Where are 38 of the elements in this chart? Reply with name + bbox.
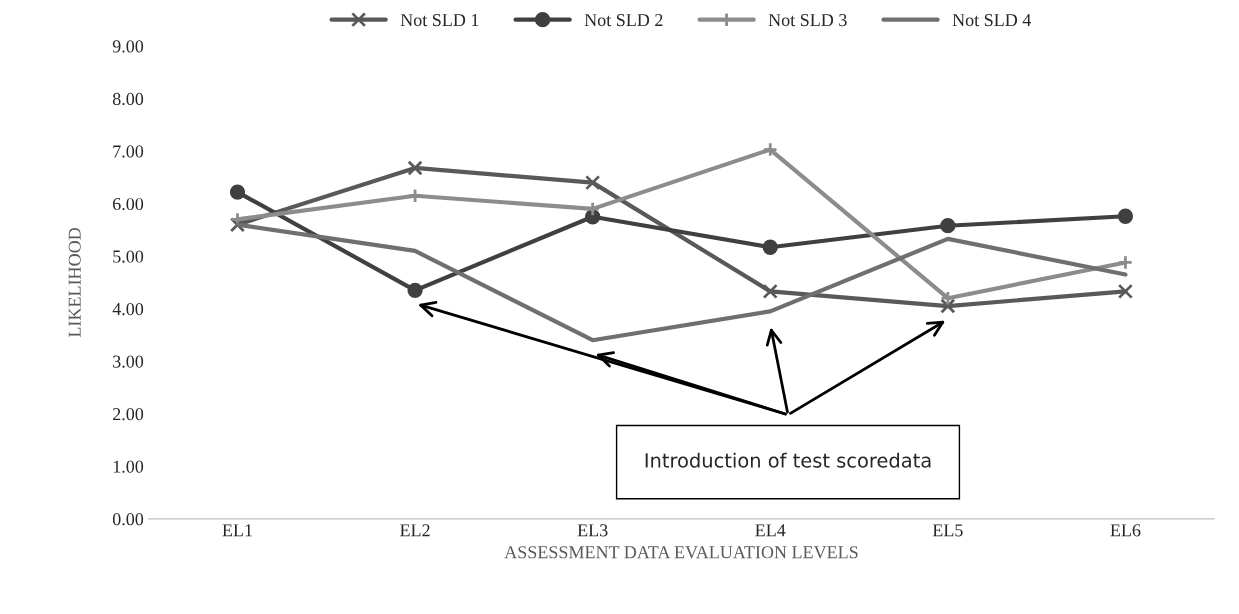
x-tick-label: EL2	[400, 524, 430, 537]
y-tick-label: 2.00	[113, 408, 144, 421]
point	[940, 218, 956, 234]
point	[407, 188, 423, 204]
legend-label: Not SLD 2	[584, 14, 663, 27]
y-tick-label: 8.00	[112, 92, 144, 106]
point	[407, 282, 423, 298]
point	[1117, 254, 1134, 271]
x-tick-label: EL1	[222, 524, 252, 537]
y-tick-label: 3.00	[113, 355, 144, 368]
x-tick-label: EL4	[755, 524, 786, 537]
point	[762, 283, 778, 300]
x-axis-title: ASSESSMENT DATA EVALUATION LEVELS	[504, 546, 858, 559]
line-series	[235, 222, 1128, 343]
x-tick-label: EL3	[577, 524, 608, 537]
y-tick-label: 4.00	[112, 302, 144, 316]
point	[585, 174, 601, 191]
y-tick-label: 1.00	[113, 460, 144, 473]
y-axis-title: LIKELIHOOD	[68, 228, 81, 338]
y-tick-label: 0.00	[112, 513, 144, 526]
legend-label: Not SLD 4	[952, 14, 1032, 27]
annotation: Introduction of test scoredata	[645, 452, 931, 468]
y-tick-label: 5.00	[113, 250, 144, 263]
y-tick-label: 6.00	[113, 197, 144, 211]
point	[762, 239, 778, 255]
y-tick-label: 7.00	[113, 145, 144, 158]
point	[585, 201, 601, 217]
point	[762, 141, 778, 158]
legend-label: Not SLD 3	[768, 14, 847, 27]
point	[229, 184, 246, 200]
point	[1117, 283, 1134, 300]
legend-label: Not SLD 1	[400, 14, 479, 27]
x-tick-label: EL5	[932, 524, 963, 537]
point	[407, 160, 423, 176]
x-tick-label: EL6	[1110, 524, 1141, 537]
point	[940, 290, 956, 306]
point	[1117, 208, 1134, 224]
y-tick-label: 9.00	[112, 40, 144, 53]
